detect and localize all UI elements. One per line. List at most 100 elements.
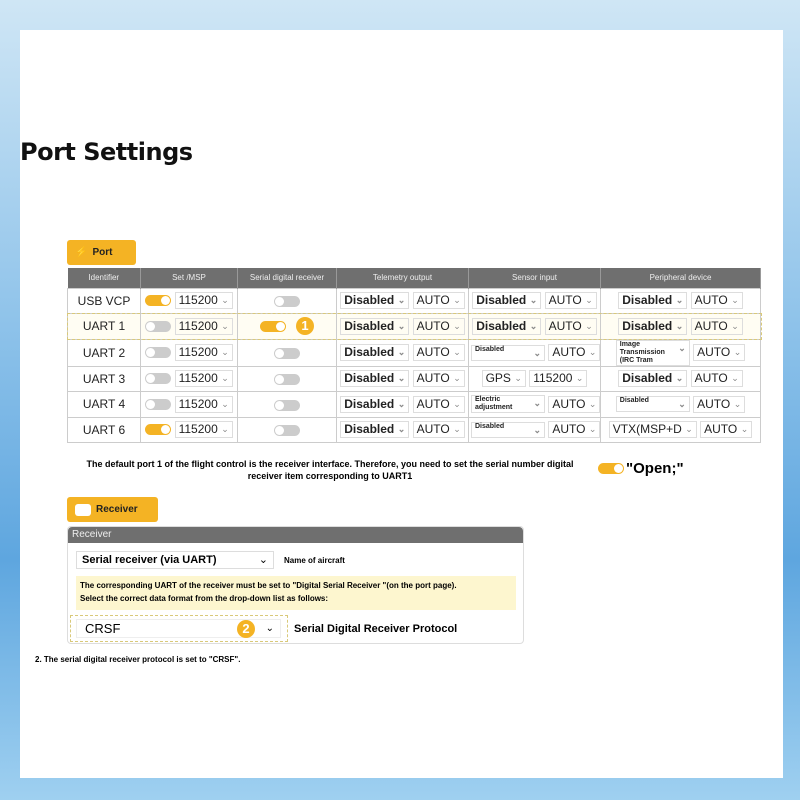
telemetry-select-value: Disabled [344,318,395,333]
baud-select[interactable]: 115200 ⌄ [174,395,233,413]
peripheral-select-value: Image Transmission (IRC Tram [619,340,665,364]
chevron-down-icon: ⌄ [221,347,229,357]
peripheral-rate-select[interactable]: AUTO ⌄ [693,395,746,413]
serial-rx-toggle[interactable] [274,347,300,359]
table-row: UART 4 115200 ⌄ Disabled ⌄ AUTO ⌄ Electric ad… [67,391,761,418]
sensor-rate-select[interactable]: AUTO ⌄ [548,344,601,361]
serial-rx-toggle[interactable] [274,374,300,386]
msp-toggle[interactable] [145,320,172,332]
sensor-rate-select[interactable]: AUTO ⌄ [544,317,597,335]
peripheral-select[interactable]: VTX(MSP+D ⌄ [608,421,697,439]
msp-cell: 115200 ⌄ [140,287,238,314]
sensor-select[interactable]: Disabled ⌄ [471,421,545,438]
chevron-down-icon: ⌄ [675,295,684,306]
sensor-cell: Electric adjustment ⌄ AUTO ⌄ [468,391,601,418]
peripheral-select[interactable]: Disabled ⌄ [618,292,688,310]
telemetry-rate-select[interactable]: AUTO ⌄ [412,344,465,361]
telemetry-select[interactable]: Disabled ⌄ [340,292,410,310]
sensor-rate-select-value: AUTO [548,318,582,333]
peripheral-rate-select[interactable]: AUTO ⌄ [693,344,746,361]
port-tab[interactable]: ⚡ Port [67,240,136,265]
telemetry-rate-select-value: AUTO [416,396,450,411]
msp-toggle[interactable] [145,295,172,307]
telemetry-select[interactable]: Disabled ⌄ [340,395,410,413]
column-header: Peripheral device [600,268,761,288]
receiver-tab[interactable]: Receiver [67,497,158,522]
telemetry-select[interactable]: Disabled ⌄ [340,317,410,335]
sensor-rate-select-value: AUTO [548,293,582,308]
telemetry-rate-select-value: AUTO [416,345,450,359]
telemetry-select[interactable]: Disabled ⌄ [340,421,410,439]
msp-toggle[interactable] [145,373,172,385]
sensor-rate-select[interactable]: AUTO ⌄ [544,292,597,310]
table-row: UART 6 115200 ⌄ Disabled ⌄ AUTO ⌄ Disabled ⌄ A… [67,416,761,443]
chevron-down-icon: ⌄ [221,295,229,306]
chevron-down-icon: ⌄ [397,295,406,306]
serial-rx-toggle[interactable] [274,399,300,411]
peripheral-rate-select-value: AUTO [694,371,728,386]
telemetry-select-value: Disabled [344,293,395,308]
telemetry-rate-select[interactable]: AUTO ⌄ [412,421,465,439]
chevron-down-icon: ⌄ [221,320,229,331]
port-identifier: UART 4 [67,391,141,418]
table-row: USB VCP 115200 ⌄ Disabled ⌄ AUTO ⌄ Disabled ⌄ … [67,287,761,314]
peripheral-select[interactable]: Disabled ⌄ [618,370,688,388]
telemetry-rate-select[interactable]: AUTO ⌄ [412,292,465,310]
protocol-select[interactable]: CRSF 2 ⌄ [76,619,281,638]
peripheral-rate-select[interactable]: AUTO ⌄ [690,292,743,310]
sensor-select[interactable]: Disabled ⌄ [471,344,545,361]
footer-note: 2. The serial digital receiver protocol … [35,655,241,664]
baud-select-value: 115200 [178,422,218,437]
serial-rx-toggle[interactable] [260,320,286,332]
msp-toggle[interactable] [145,347,172,358]
serial-rx-cell [237,391,337,418]
peripheral-rate-select-value: AUTO [697,345,731,359]
telemetry-rate-select[interactable]: AUTO ⌄ [412,370,465,388]
serial-rx-cell [237,287,337,314]
msp-toggle[interactable] [145,398,172,410]
baud-select[interactable]: 115200 ⌄ [174,370,233,388]
sensor-rate-select[interactable]: AUTO ⌄ [548,395,601,413]
sensor-rate-select[interactable]: AUTO ⌄ [548,421,601,439]
serial-rx-toggle[interactable] [274,425,300,437]
chevron-down-icon: ⌄ [453,347,461,357]
baud-select[interactable]: 115200 ⌄ [174,317,233,335]
serial-rx-toggle[interactable] [274,296,300,308]
sensor-select-value: Disabled [475,345,505,353]
telemetry-rate-select[interactable]: AUTO ⌄ [412,317,465,335]
sensor-rate-select-value: AUTO [552,422,586,437]
remote-control-icon [75,503,91,516]
sensor-select[interactable]: Disabled ⌄ [472,317,542,335]
sensor-select[interactable]: Disabled ⌄ [472,292,542,310]
baud-select[interactable]: 115200 ⌄ [174,344,233,361]
chevron-down-icon: ⌄ [533,347,541,358]
peripheral-select[interactable]: Disabled ⌄ [618,317,688,335]
chevron-down-icon: ⌄ [675,320,684,331]
sensor-select[interactable]: GPS ⌄ [481,370,526,388]
chevron-down-icon: ⌄ [265,623,274,634]
msp-toggle[interactable] [145,424,172,436]
telemetry-select[interactable]: Disabled ⌄ [340,370,410,388]
sensor-rate-select[interactable]: 115200 ⌄ [529,370,588,388]
peripheral-select-value: VTX(MSP+D [612,422,682,437]
sensor-select[interactable]: Electric adjustment ⌄ [471,395,545,414]
toggle-on-icon [598,463,624,474]
chevron-down-icon: ⌄ [529,295,538,306]
baud-select[interactable]: 115200 ⌄ [174,292,233,310]
receiver-mode-select[interactable]: Serial receiver (via UART) ⌄ [76,551,274,569]
telemetry-rate-select[interactable]: AUTO ⌄ [412,395,465,413]
peripheral-rate-select[interactable]: AUTO ⌄ [700,421,753,439]
chevron-down-icon: ⌄ [397,347,406,357]
peripheral-select[interactable]: Disabled ⌄ [615,396,690,413]
peripheral-rate-select[interactable]: AUTO ⌄ [690,317,743,335]
peripheral-rate-select[interactable]: AUTO ⌄ [690,370,743,388]
sensor-cell: Disabled ⌄ AUTO ⌄ [468,313,601,340]
sensor-cell: Disabled ⌄ AUTO ⌄ [468,416,601,443]
peripheral-select[interactable]: Image Transmission (IRC Tram ⌄ [615,339,690,366]
telemetry-select[interactable]: Disabled ⌄ [340,344,410,361]
baud-select-value: 115200 [178,318,218,333]
baud-select[interactable]: 115200 ⌄ [174,421,233,439]
telemetry-cell: Disabled ⌄ AUTO ⌄ [336,313,469,340]
receiver-info: The corresponding UART of the receiver m… [76,576,516,610]
msp-cell: 115200 ⌄ [140,365,238,392]
